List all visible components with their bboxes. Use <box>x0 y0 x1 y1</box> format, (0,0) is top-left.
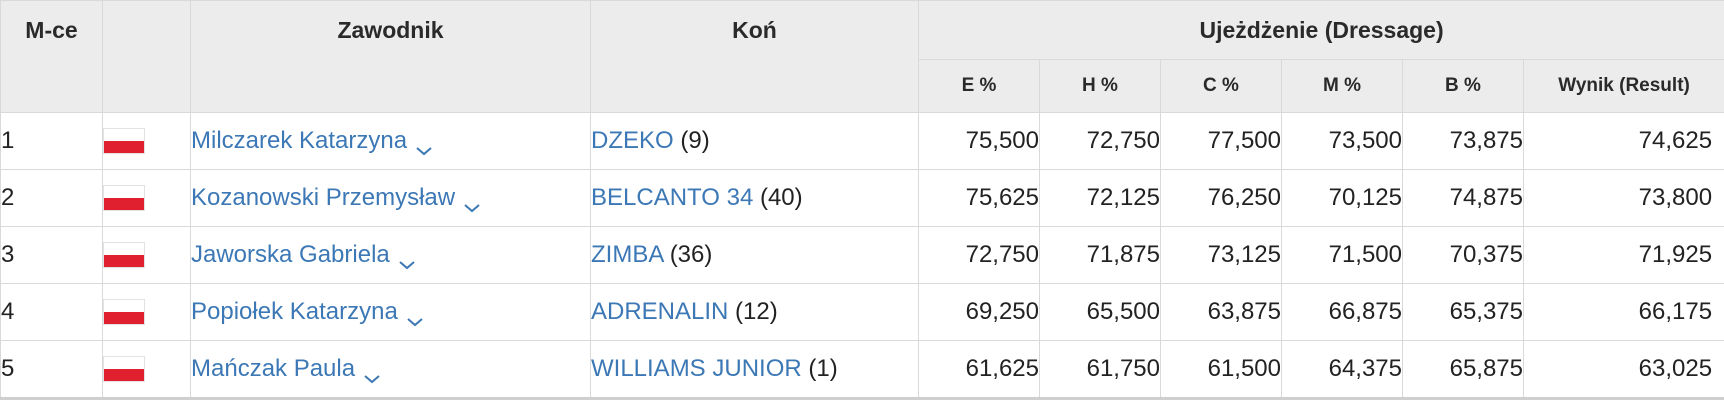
score-b-cell: 73,875 <box>1402 112 1524 170</box>
rider-cell: Milczarek Katarzyna <box>190 112 591 170</box>
table-row: 2 Kozanowski Przemysław BELCANTO 34 (40) 75… <box>0 169 1724 227</box>
rider-cell: Mańczak Paula <box>190 340 591 400</box>
chevron-down-icon[interactable] <box>406 307 424 326</box>
header-result[interactable]: Wynik (Result) <box>1522 59 1724 113</box>
poland-flag-icon <box>103 356 145 382</box>
horse-name-link[interactable]: DZEKO <box>591 127 674 154</box>
score-e-cell: 75,500 <box>918 112 1040 170</box>
score-e-cell: 75,625 <box>918 169 1040 227</box>
score-c-cell: 63,875 <box>1160 283 1282 341</box>
place-cell: 3 <box>0 226 103 284</box>
place-cell: 5 <box>0 340 103 400</box>
score-h-cell: 72,125 <box>1039 169 1161 227</box>
rider-cell: Popiołek Katarzyna <box>190 283 591 341</box>
horse-name-link[interactable]: WILLIAMS JUNIOR <box>591 355 802 382</box>
score-m-cell: 64,375 <box>1281 340 1403 400</box>
score-b-cell: 65,375 <box>1402 283 1524 341</box>
horse-number: (40) <box>759 184 803 211</box>
chevron-down-icon[interactable] <box>398 250 416 269</box>
score-c-cell: 76,250 <box>1160 169 1282 227</box>
poland-flag-icon <box>103 128 145 154</box>
header-horse[interactable]: Koń <box>590 0 919 113</box>
horse-cell: ADRENALIN (12) <box>590 283 919 341</box>
score-h-cell: 65,500 <box>1039 283 1161 341</box>
score-m-cell: 70,125 <box>1281 169 1403 227</box>
rider-name-link[interactable]: Milczarek Katarzyna <box>191 127 408 154</box>
score-b-cell: 74,875 <box>1402 169 1524 227</box>
header-judge-h[interactable]: H % <box>1039 59 1161 113</box>
place-cell: 4 <box>0 283 103 341</box>
result-cell: 74,625 <box>1522 112 1724 170</box>
score-h-cell: 61,750 <box>1039 340 1161 400</box>
rider-name-link[interactable]: Mańczak Paula <box>191 355 356 382</box>
header-judge-c[interactable]: C % <box>1160 59 1282 113</box>
score-h-cell: 71,875 <box>1039 226 1161 284</box>
horse-name-link[interactable]: ADRENALIN <box>591 298 729 325</box>
rider-name-link[interactable]: Jaworska Gabriela <box>191 241 390 268</box>
score-e-cell: 72,750 <box>918 226 1040 284</box>
rider-cell: Jaworska Gabriela <box>190 226 591 284</box>
score-m-cell: 71,500 <box>1281 226 1403 284</box>
flag-cell <box>102 112 191 170</box>
header-place[interactable]: M-ce <box>0 0 103 113</box>
header-row-top: M-ce Zawodnik Koń Ujeżdżenie (Dressage) <box>0 0 1724 113</box>
flag-cell <box>102 340 191 400</box>
table-row: 5 Mańczak Paula WILLIAMS JUNIOR (1) 61,625 6… <box>0 340 1724 400</box>
score-m-cell: 73,500 <box>1281 112 1403 170</box>
header-dressage: Ujeżdżenie (Dressage) <box>917 0 1724 60</box>
horse-number: (9) <box>680 127 710 154</box>
score-e-cell: 61,625 <box>918 340 1040 400</box>
horse-cell: BELCANTO 34 (40) <box>590 169 919 227</box>
horse-number: (1) <box>808 355 838 382</box>
score-c-cell: 77,500 <box>1160 112 1282 170</box>
rider-name-link[interactable]: Kozanowski Przemysław <box>191 184 456 211</box>
horse-number: (12) <box>735 298 778 325</box>
poland-flag-icon <box>103 242 145 268</box>
place-cell: 2 <box>0 169 103 227</box>
flag-cell <box>102 169 191 227</box>
horse-cell: DZEKO (9) <box>590 112 919 170</box>
score-e-cell: 69,250 <box>918 283 1040 341</box>
score-b-cell: 65,875 <box>1402 340 1524 400</box>
horse-number: (36) <box>669 241 713 268</box>
score-c-cell: 61,500 <box>1160 340 1282 400</box>
chevron-down-icon[interactable] <box>463 193 481 212</box>
table-header: M-ce Zawodnik Koń Ujeżdżenie (Dressage) … <box>0 0 1724 113</box>
header-flag <box>102 0 191 113</box>
score-h-cell: 72,750 <box>1039 112 1161 170</box>
header-judge-m[interactable]: M % <box>1281 59 1403 113</box>
table-body: 1 Milczarek Katarzyna DZEKO (9) 75,500 72,75… <box>0 112 1724 400</box>
poland-flag-icon <box>103 299 145 325</box>
header-judge-b[interactable]: B % <box>1402 59 1524 113</box>
flag-cell <box>102 226 191 284</box>
horse-cell: WILLIAMS JUNIOR (1) <box>590 340 919 400</box>
place-cell: 1 <box>0 112 103 170</box>
table-row: 3 Jaworska Gabriela ZIMBA (36) 72,750 71,875… <box>0 226 1724 284</box>
table-row: 1 Milczarek Katarzyna DZEKO (9) 75,500 72,75… <box>0 112 1724 170</box>
horse-name-link[interactable]: BELCANTO 34 <box>591 184 754 211</box>
header-rider[interactable]: Zawodnik <box>190 0 591 113</box>
result-cell: 63,025 <box>1522 340 1724 400</box>
horse-name-link[interactable]: ZIMBA <box>591 241 664 268</box>
poland-flag-icon <box>103 185 145 211</box>
score-b-cell: 70,375 <box>1402 226 1524 284</box>
score-m-cell: 66,875 <box>1281 283 1403 341</box>
result-cell: 73,800 <box>1522 169 1724 227</box>
rider-name-link[interactable]: Popiołek Katarzyna <box>191 298 398 325</box>
table-row: 4 Popiołek Katarzyna ADRENALIN (12) 69,250 6… <box>0 283 1724 341</box>
result-cell: 66,175 <box>1522 283 1724 341</box>
flag-cell <box>102 283 191 341</box>
rider-cell: Kozanowski Przemysław <box>190 169 591 227</box>
chevron-down-icon[interactable] <box>415 136 433 155</box>
result-cell: 71,925 <box>1522 226 1724 284</box>
chevron-down-icon[interactable] <box>363 364 381 383</box>
horse-cell: ZIMBA (36) <box>590 226 919 284</box>
header-row-sub: E % H % C % M % B % Wynik (Result) <box>1 59 1724 113</box>
score-c-cell: 73,125 <box>1160 226 1282 284</box>
header-judge-e[interactable]: E % <box>918 59 1040 113</box>
